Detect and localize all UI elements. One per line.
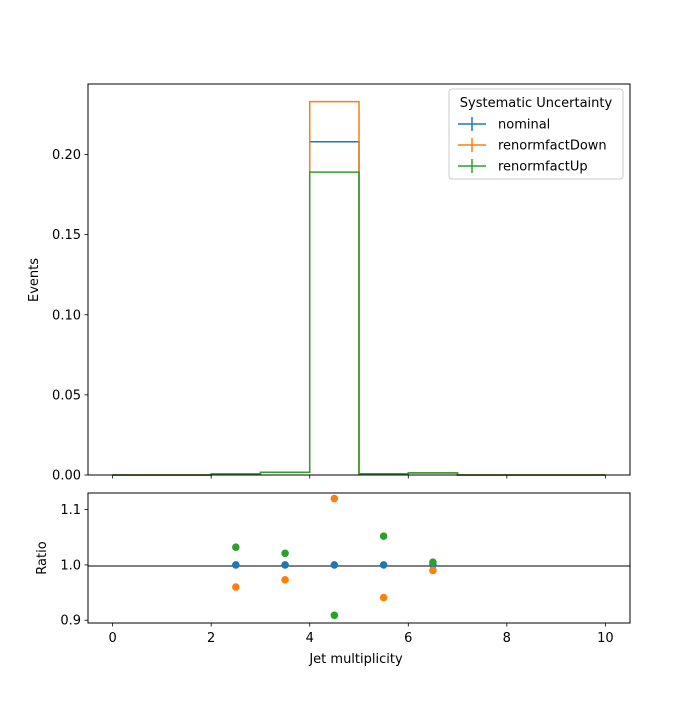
legend-label-nominal: nominal	[498, 118, 550, 133]
ratio-point-renormfactUp	[232, 543, 240, 552]
legend-box	[448, 88, 624, 180]
x-tick-label: 8	[503, 631, 511, 646]
ratio-point-nominal	[232, 561, 240, 569]
main-y-tick-label: 0.10	[52, 308, 81, 323]
ratio-data-layer	[232, 494, 437, 620]
legend-title: Systematic Uncertainty	[460, 96, 613, 111]
ratio-point-renormfactDown	[379, 593, 388, 602]
ratio-y-axis: 0.9 1.0 1.1	[60, 503, 88, 629]
legend-label-renormfactUp: renormfactUp	[498, 160, 588, 175]
ratio-point-renormfactDown	[281, 576, 289, 584]
ratio-point-renormfactDown	[330, 494, 339, 503]
ratio-point-renormfactUp	[379, 532, 388, 540]
main-y-tick-label: 0.15	[52, 228, 81, 243]
x-tick-label: 2	[207, 631, 215, 646]
legend-entries: nominal renormfactDown renormfactUp	[458, 117, 607, 175]
ratio-point-nominal	[281, 561, 289, 569]
ratio-y-tick-label: 1.1	[60, 503, 81, 518]
legend: Systematic Uncertainty nominal renormfact…	[448, 88, 624, 180]
ratio-point-renormfactUp	[281, 549, 289, 558]
main-y-tick-label: 0.20	[52, 148, 81, 163]
main-y-axis: 0.00 0.05 0.10 0.15 0.20	[52, 148, 88, 484]
main-plot-frame	[87, 83, 631, 476]
ratio-point-renormfactUp	[330, 611, 339, 620]
ratio-y-tick-label: 1.0	[60, 558, 81, 573]
x-tick-label: 6	[404, 631, 412, 646]
ratio-point-nominal	[379, 561, 388, 569]
legend-label-renormfactDown: renormfactDown	[498, 139, 607, 154]
ratio-y-axis-label: Ratio	[35, 541, 50, 574]
main-y-axis-label: Events	[27, 258, 42, 302]
x-tick-label: 10	[597, 631, 614, 646]
ratio-plot-frame	[87, 492, 631, 624]
main-plot-panel: 0.00 0.05 0.10 0.15 0.20 Events Systematic U…	[27, 83, 631, 484]
main-x-axis	[112, 475, 606, 479]
ratio-x-axis: 0 2 4 6 8 10	[108, 623, 614, 646]
ratio-y-tick-label: 0.9	[60, 614, 81, 629]
main-y-tick-label: 0.00	[52, 469, 81, 484]
ratio-plot-panel: 0.9 1.0 1.1 0 2 4 6 8 10 Ratio Jet multiplicity	[35, 492, 631, 667]
ratio-point-renormfactDown	[232, 583, 240, 591]
x-axis-label: Jet multiplicity	[308, 652, 403, 667]
x-tick-label: 4	[306, 631, 314, 646]
ratio-point-renormfactDown	[429, 566, 437, 575]
ratio-point-nominal	[330, 561, 339, 569]
x-tick-label: 0	[108, 631, 116, 646]
main-y-tick-label: 0.05	[52, 388, 81, 403]
ratio-point-renormfactUp	[429, 558, 437, 566]
